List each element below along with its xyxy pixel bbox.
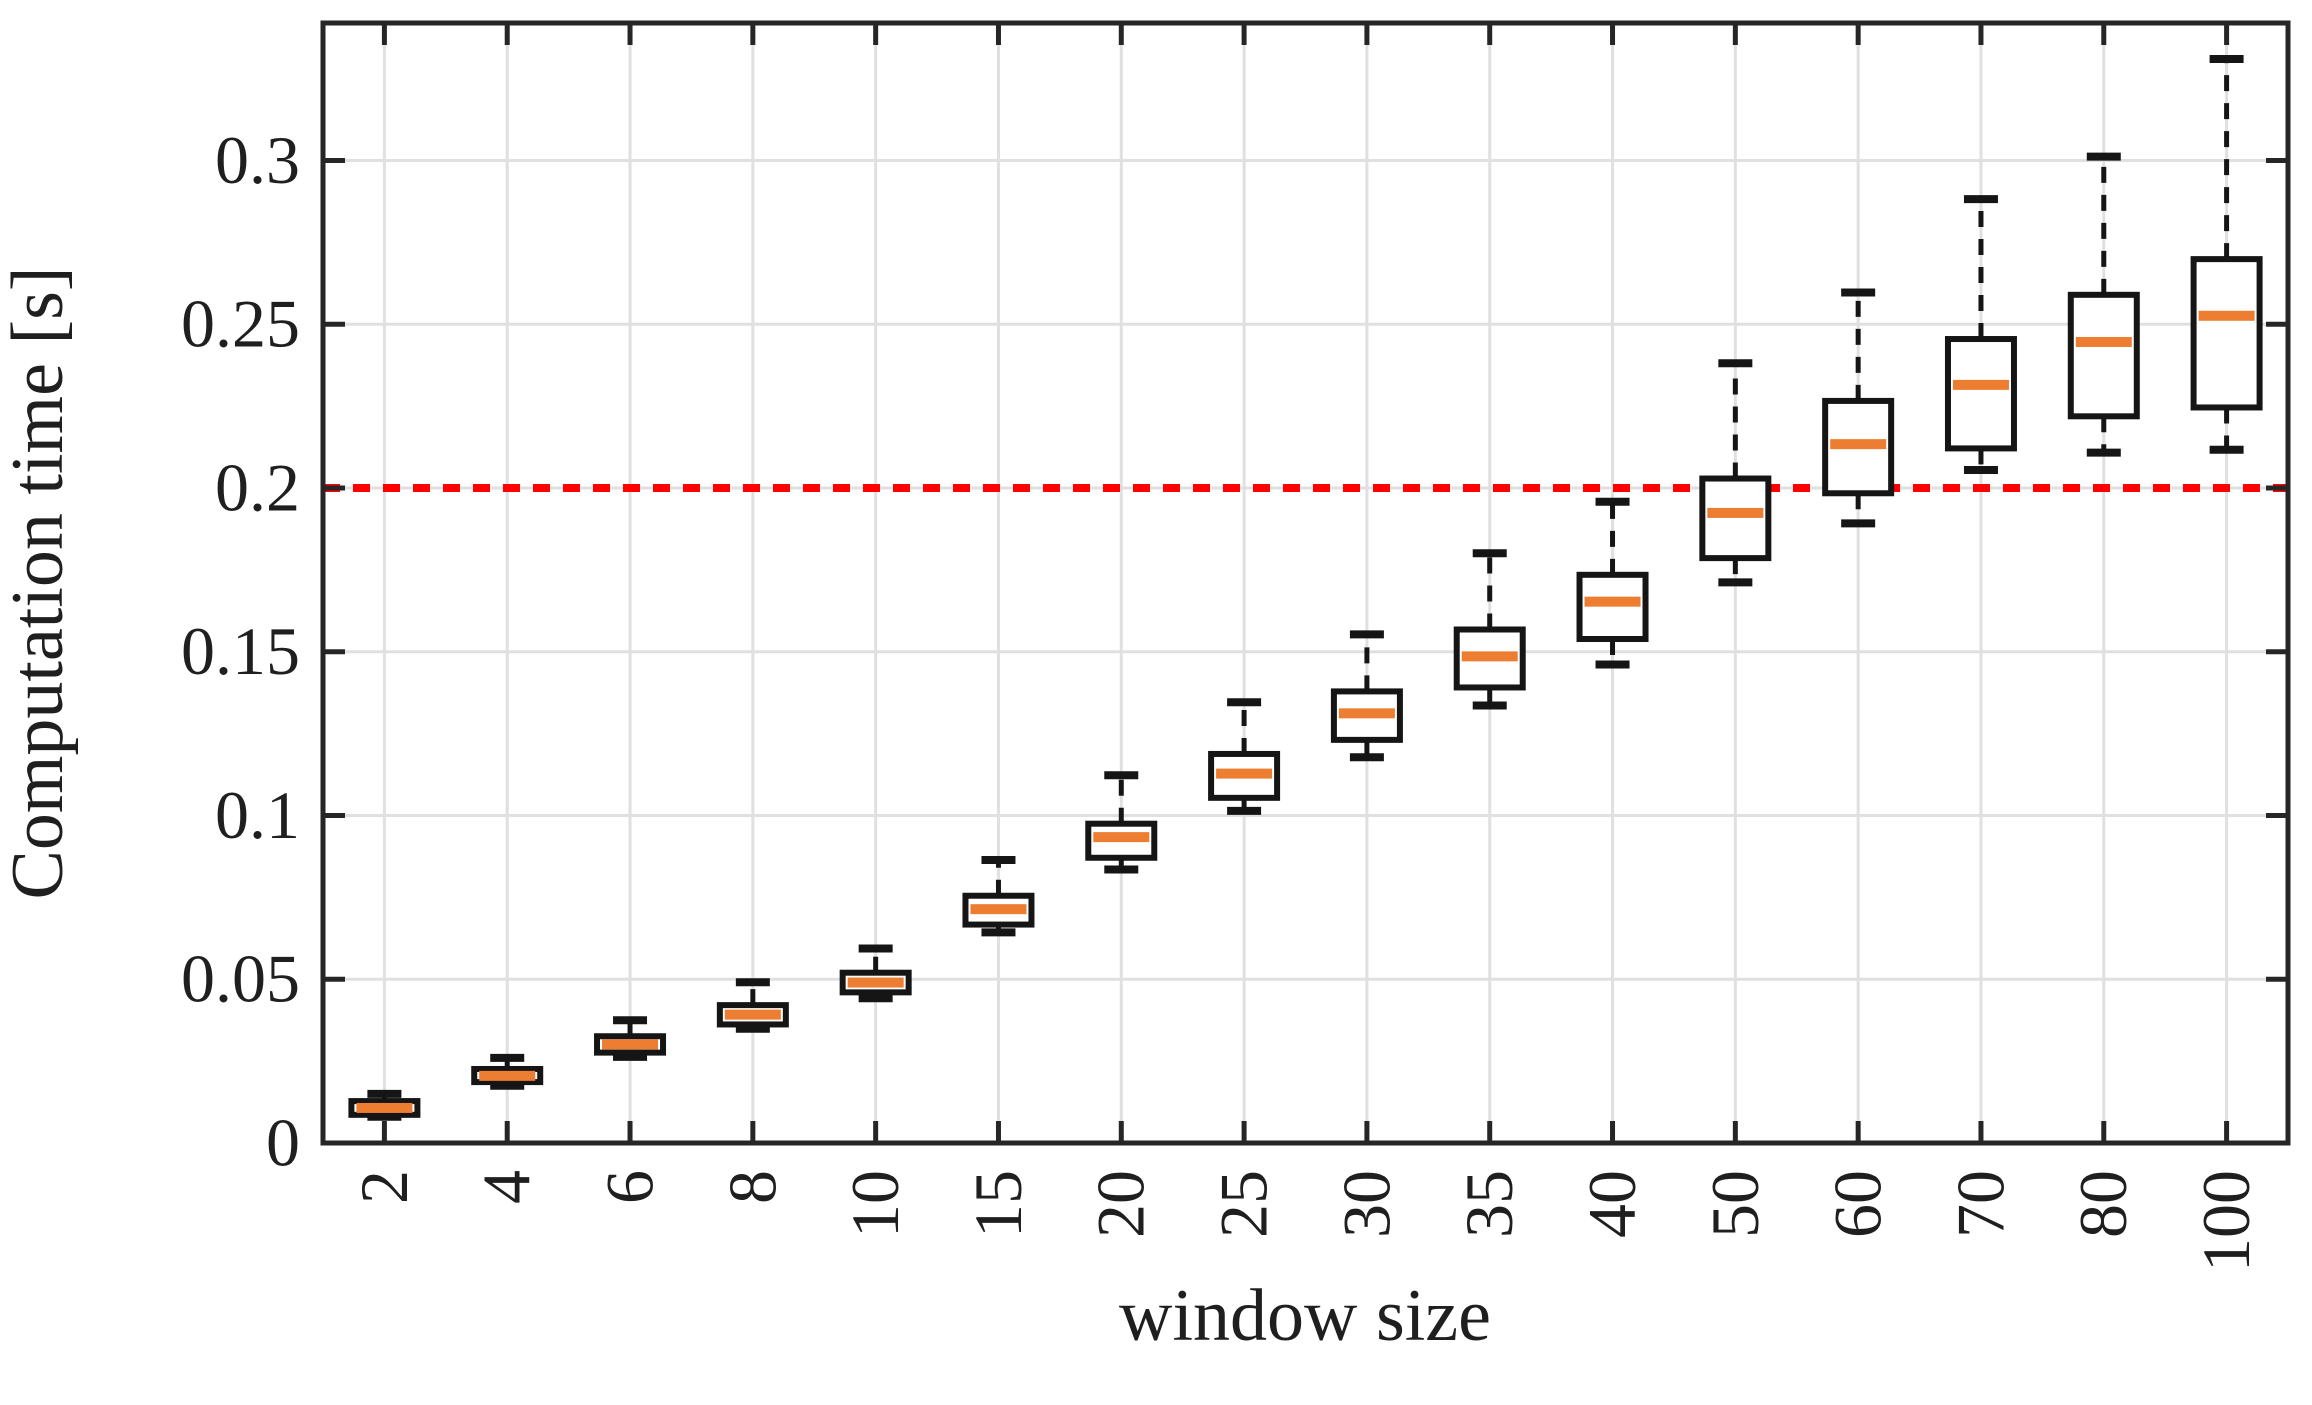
y-tick-label: 0.3	[215, 122, 300, 198]
median-line	[847, 977, 904, 988]
x-tick-label: 50	[1697, 1170, 1773, 1238]
x-tick-label: 6	[591, 1170, 667, 1204]
median-line	[2198, 310, 2255, 321]
boxplot-box	[1330, 630, 1403, 762]
median-line	[724, 1009, 781, 1020]
y-tick-label: 0.05	[181, 941, 300, 1017]
x-tick-label: 2	[346, 1170, 422, 1204]
boxplot-box	[839, 944, 912, 1003]
median-line	[602, 1039, 659, 1050]
y-tick-label: 0.25	[181, 286, 300, 362]
boxplot-box	[471, 1053, 544, 1090]
iqr-box	[1576, 571, 1649, 642]
median-line	[356, 1102, 413, 1113]
boxplot-box	[1822, 288, 1895, 528]
x-tick-label: 80	[2065, 1170, 2141, 1238]
y-tick-label: 0.2	[215, 449, 300, 525]
boxplot-box	[2190, 55, 2263, 454]
boxplot-box	[1453, 549, 1526, 710]
x-tick-label: 35	[1451, 1170, 1527, 1238]
x-tick-label: 70	[1942, 1170, 2018, 1238]
x-tick-label: 60	[1820, 1170, 1896, 1238]
boxplot-box	[1208, 698, 1281, 815]
tick-labels-layer: 0 0.05 0.1 0.15 0.2 0.25 0.3 2 4 6 8 10 15 20 25 30 35 40…	[181, 122, 2264, 1272]
median-line	[1707, 507, 1764, 518]
boxplot-box	[1699, 359, 1772, 587]
boxplot-box	[594, 1016, 667, 1061]
median-line	[1952, 379, 2009, 390]
x-axis-title: window size	[1119, 1275, 1491, 1357]
axes-frame-layer	[320, 20, 2291, 1146]
median-line	[1584, 596, 1641, 607]
x-tick-label: 10	[837, 1170, 913, 1238]
x-tick-label: 25	[1206, 1170, 1282, 1238]
median-line	[1461, 651, 1518, 662]
boxplot-box	[1576, 497, 1649, 669]
median-line	[1830, 439, 1887, 450]
boxplot-box	[962, 856, 1035, 937]
y-tick-label: 0	[266, 1104, 300, 1180]
median-line	[970, 904, 1027, 915]
iqr-box	[1944, 336, 2017, 452]
x-tick-label: 100	[2188, 1170, 2264, 1272]
boxplot-box	[1944, 195, 2017, 475]
boxes-layer	[348, 55, 2263, 1121]
x-tick-label: 20	[1083, 1170, 1159, 1238]
x-tick-label: 8	[714, 1170, 790, 1204]
grid-layer	[323, 23, 2288, 1143]
boxplot-box	[348, 1089, 421, 1121]
median-line	[1338, 708, 1395, 719]
iqr-box	[2067, 291, 2140, 420]
boxplot-box	[716, 978, 789, 1033]
boxplot-box	[2067, 152, 2140, 457]
x-tick-label: 4	[469, 1170, 545, 1204]
iqr-box	[2190, 256, 2263, 411]
median-line	[1093, 832, 1150, 843]
y-axis-title: Computation time [s]	[0, 266, 79, 899]
iqr-box	[1699, 475, 1772, 562]
axes-frame	[320, 20, 2291, 1146]
median-line	[1216, 768, 1273, 779]
x-tick-label: 15	[960, 1170, 1036, 1238]
boxplot-box	[1085, 771, 1158, 874]
y-tick-label: 0.15	[181, 613, 300, 689]
x-tick-label: 40	[1574, 1170, 1650, 1238]
x-tick-label: 30	[1328, 1170, 1404, 1238]
median-line	[479, 1070, 536, 1081]
median-line	[2075, 336, 2132, 347]
y-tick-label: 0.1	[215, 777, 300, 853]
